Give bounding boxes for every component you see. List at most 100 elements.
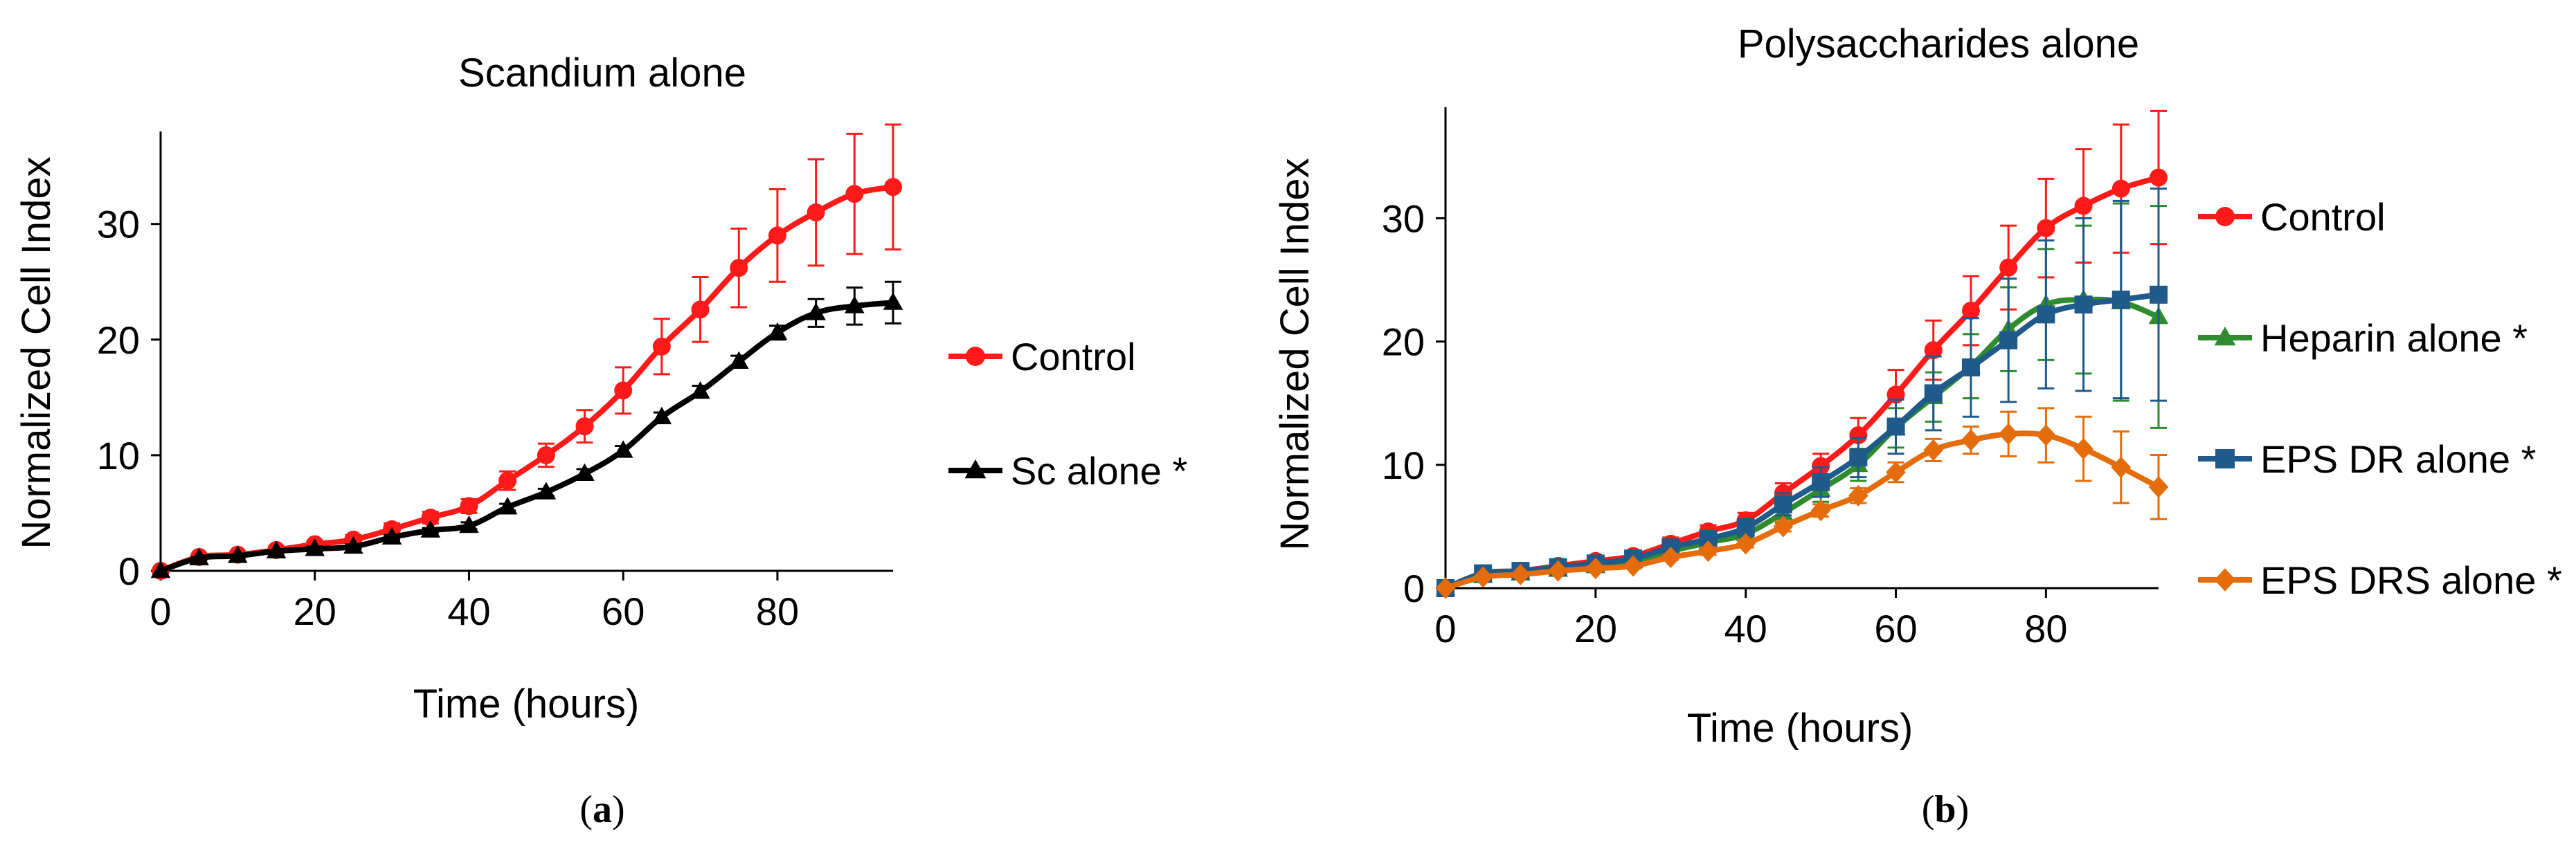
y-axis-label: Normalized Cell Index — [1272, 158, 1317, 550]
data-point — [1886, 461, 1906, 484]
legend-entry: EPS DRS alone * — [2198, 558, 2562, 602]
chart-title: Polysaccharides alone — [1738, 21, 2139, 66]
data-point — [691, 300, 710, 319]
data-point — [2148, 476, 2169, 498]
x-tick-label: 80 — [756, 590, 799, 633]
data-point — [537, 446, 555, 464]
data-point — [1810, 500, 1831, 522]
panel-caption: (b) — [1922, 788, 1969, 831]
series-line — [158, 184, 896, 574]
data-point — [730, 259, 748, 277]
data-point — [150, 560, 171, 578]
data-point — [614, 381, 633, 400]
series-eps-drs-alone — [1435, 407, 2169, 599]
data-point — [883, 292, 903, 310]
panel-caption: (a) — [579, 788, 624, 831]
x-tick-label: 40 — [447, 590, 490, 633]
data-point — [343, 536, 363, 554]
data-point — [1511, 563, 1531, 585]
data-point — [2073, 438, 2093, 460]
data-point — [1999, 331, 2018, 349]
data-point — [1698, 540, 1718, 563]
x-tick-label: 0 — [1434, 607, 1456, 650]
y-tick-label: 30 — [1382, 197, 1425, 240]
x-tick-label: 40 — [1724, 607, 1767, 650]
data-point — [2037, 305, 2055, 324]
data-point — [497, 497, 518, 515]
data-point — [690, 381, 710, 399]
data-point — [2111, 179, 2130, 198]
data-point — [1585, 557, 1606, 580]
data-point — [807, 203, 825, 221]
data-point — [1435, 577, 1456, 599]
data-point — [381, 527, 402, 545]
data-point — [1923, 439, 1944, 462]
data-point — [845, 295, 865, 313]
data-point — [1961, 429, 1981, 451]
series-heparin-alone — [1435, 202, 2169, 596]
data-point — [2111, 291, 2130, 309]
data-point — [1472, 566, 1493, 588]
data-point — [651, 406, 672, 425]
data-point — [845, 185, 864, 203]
y-axis-label: Normalized Cell Index — [14, 156, 59, 549]
data-point — [266, 540, 287, 558]
legend-marker — [2214, 568, 2236, 592]
data-point — [1961, 302, 1980, 320]
data-point — [767, 322, 788, 340]
data-point — [1812, 457, 1830, 475]
series-eps-dr-alone — [1436, 188, 2168, 597]
data-point — [536, 482, 557, 500]
data-point — [1886, 417, 1905, 436]
x-tick-label: 80 — [2024, 607, 2067, 650]
data-point — [1774, 495, 1792, 513]
y-tick-label: 20 — [97, 318, 140, 362]
data-point — [652, 337, 671, 356]
legend-label: Control — [2260, 195, 2386, 239]
x-tick-label: 0 — [150, 590, 171, 633]
legend-label: EPS DR alone * — [2260, 437, 2536, 481]
data-point — [1849, 448, 1868, 467]
chart-title: Scandium alone — [458, 51, 746, 95]
data-point — [2150, 285, 2168, 304]
data-point — [728, 351, 749, 369]
legend-marker — [966, 347, 985, 366]
data-point — [575, 463, 595, 482]
x-axis-label: Time (hours) — [1687, 706, 1913, 751]
legend-entry: Heparin alone * — [2198, 316, 2528, 360]
data-point — [2111, 456, 2132, 478]
data-point — [1623, 555, 1643, 577]
data-point — [1924, 341, 1943, 360]
legend-label: Sc alone * — [1011, 449, 1187, 493]
data-point — [2037, 219, 2055, 237]
data-point — [1848, 484, 1868, 506]
data-point — [613, 440, 633, 458]
legend-marker — [2215, 207, 2235, 226]
legend-marker — [964, 459, 987, 479]
y-tick-label: 0 — [1403, 567, 1425, 610]
legend-entry: Sc alone * — [948, 449, 1187, 493]
y-tick-label: 10 — [1382, 444, 1425, 487]
legend-entry: Control — [2198, 195, 2386, 239]
legend-label: EPS DRS alone * — [2260, 558, 2562, 602]
data-point — [575, 417, 594, 436]
data-point — [768, 226, 786, 245]
series-control — [1436, 109, 2168, 597]
legend-entry: EPS DR alone * — [2198, 437, 2536, 481]
series-line — [1443, 291, 2161, 591]
chart-polysaccharides-alone: Polysaccharides alone 0 10 20 30 0 20 40 60 80 Tim… — [1272, 21, 2562, 831]
x-tick-label: 60 — [602, 590, 645, 633]
data-point — [460, 497, 478, 515]
legend-marker — [2214, 326, 2236, 346]
data-point — [2036, 424, 2056, 446]
x-axis-label: Time (hours) — [413, 682, 640, 727]
x-tick-label: 60 — [1874, 607, 1917, 650]
data-point — [1849, 426, 1868, 445]
data-point — [228, 545, 248, 563]
data-point — [1812, 473, 1830, 491]
series-control — [152, 123, 902, 580]
data-point — [1548, 560, 1568, 582]
data-point — [498, 471, 517, 490]
x-tick-label: 20 — [1574, 607, 1617, 650]
